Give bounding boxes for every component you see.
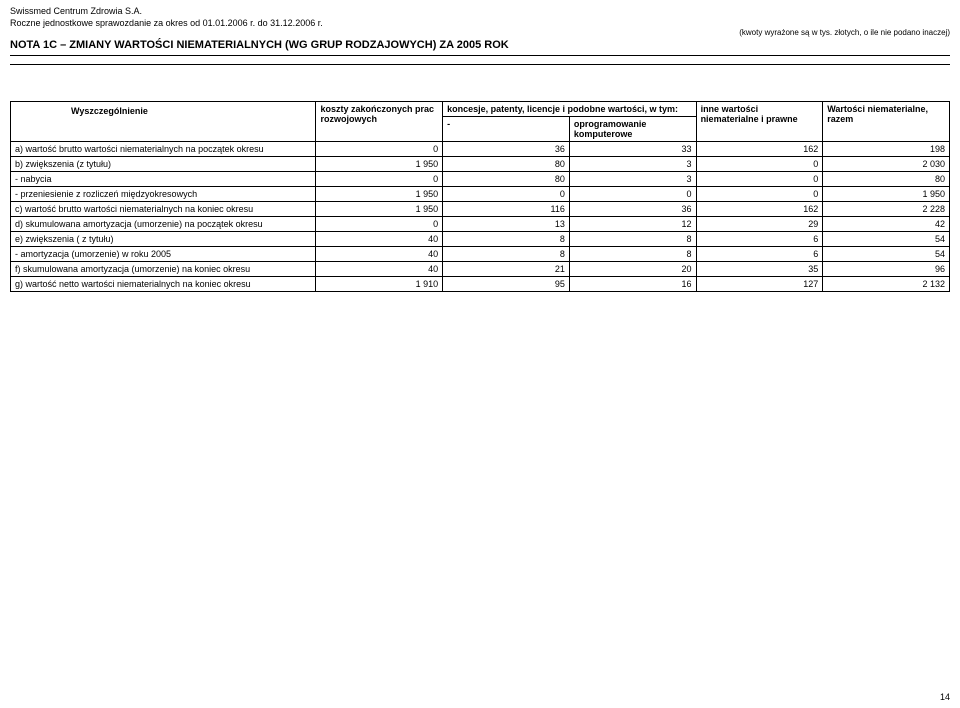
- row-label: b) zwiększenia (z tytułu): [11, 157, 316, 172]
- row-label: - amortyzacja (umorzenie) w roku 2005: [11, 247, 316, 262]
- row-value: 33: [569, 142, 696, 157]
- units-note: (kwoty wyrażone są w tys. złotych, o ile…: [739, 28, 950, 37]
- row-value: 3: [569, 172, 696, 187]
- row-value: 8: [569, 247, 696, 262]
- row-value: 6: [696, 232, 823, 247]
- row-value: 36: [443, 142, 570, 157]
- header-block: Swissmed Centrum Zdrowia S.A. Roczne jed…: [0, 0, 960, 31]
- row-value: 0: [696, 187, 823, 202]
- row-value: 29: [696, 217, 823, 232]
- title-underline: [10, 55, 950, 65]
- th-oprog: oprogramowanie komputerowe: [569, 117, 696, 142]
- table-row: c) wartość brutto wartości niematerialny…: [11, 202, 950, 217]
- row-label: - przeniesienie z rozliczeń międzyokreso…: [11, 187, 316, 202]
- row-value: 6: [696, 247, 823, 262]
- row-value: 8: [443, 247, 570, 262]
- row-value: 95: [443, 277, 570, 292]
- row-value: 0: [316, 172, 443, 187]
- row-value: 2 030: [823, 157, 950, 172]
- row-label: d) skumulowana amortyzacja (umorzenie) n…: [11, 217, 316, 232]
- page-number: 14: [940, 692, 950, 702]
- row-label: c) wartość brutto wartości niematerialny…: [11, 202, 316, 217]
- th-razem: Wartości niematerialne, razem: [823, 102, 950, 142]
- row-value: 13: [443, 217, 570, 232]
- row-value: 0: [316, 217, 443, 232]
- table-row: d) skumulowana amortyzacja (umorzenie) n…: [11, 217, 950, 232]
- row-value: 96: [823, 262, 950, 277]
- company-name: Swissmed Centrum Zdrowia S.A.: [10, 6, 950, 18]
- th-dash: -: [443, 117, 570, 142]
- row-value: 40: [316, 247, 443, 262]
- row-value: 162: [696, 142, 823, 157]
- row-value: 0: [696, 157, 823, 172]
- table-row: f) skumulowana amortyzacja (umorzenie) n…: [11, 262, 950, 277]
- row-label: a) wartość brutto wartości niematerialny…: [11, 142, 316, 157]
- row-value: 20: [569, 262, 696, 277]
- spacer: [0, 65, 960, 101]
- table-body: a) wartość brutto wartości niematerialny…: [11, 142, 950, 292]
- th-inne: inne wartości niematerialne i prawne: [696, 102, 823, 142]
- row-label: g) wartość netto wartości niematerialnyc…: [11, 277, 316, 292]
- table-row: a) wartość brutto wartości niematerialny…: [11, 142, 950, 157]
- table-row: b) zwiększenia (z tytułu)1 95080302 030: [11, 157, 950, 172]
- row-value: 54: [823, 247, 950, 262]
- row-value: 21: [443, 262, 570, 277]
- table-row: g) wartość netto wartości niematerialnyc…: [11, 277, 950, 292]
- row-value: 80: [443, 157, 570, 172]
- intangibles-table: Wyszczególnienie koszty zakończonych pra…: [10, 101, 950, 292]
- row-value: 0: [316, 142, 443, 157]
- th-wyszczegolnienie: Wyszczególnienie: [11, 102, 316, 142]
- th-koszty: koszty zakończonych prac rozwojowych: [316, 102, 443, 142]
- row-value: 16: [569, 277, 696, 292]
- row-label: - nabycia: [11, 172, 316, 187]
- table-row: e) zwiększenia ( z tytułu)4088654: [11, 232, 950, 247]
- row-value: 8: [443, 232, 570, 247]
- row-value: 54: [823, 232, 950, 247]
- th-koncesje-span: koncesje, patenty, licencje i podobne wa…: [443, 102, 696, 117]
- table-row: - nabycia0803080: [11, 172, 950, 187]
- row-value: 35: [696, 262, 823, 277]
- row-value: 8: [569, 232, 696, 247]
- row-value: 12: [569, 217, 696, 232]
- row-value: 80: [823, 172, 950, 187]
- row-value: 2 228: [823, 202, 950, 217]
- row-value: 40: [316, 262, 443, 277]
- row-value: 162: [696, 202, 823, 217]
- row-value: 0: [569, 187, 696, 202]
- table-row: - amortyzacja (umorzenie) w roku 2005408…: [11, 247, 950, 262]
- row-value: 116: [443, 202, 570, 217]
- row-value: 2 132: [823, 277, 950, 292]
- row-value: 0: [696, 172, 823, 187]
- row-value: 1 910: [316, 277, 443, 292]
- row-value: 42: [823, 217, 950, 232]
- row-label: e) zwiększenia ( z tytułu): [11, 232, 316, 247]
- table-row: - przeniesienie z rozliczeń międzyokreso…: [11, 187, 950, 202]
- row-value: 80: [443, 172, 570, 187]
- row-value: 40: [316, 232, 443, 247]
- row-value: 1 950: [316, 202, 443, 217]
- row-value: 1 950: [823, 187, 950, 202]
- row-value: 36: [569, 202, 696, 217]
- row-value: 198: [823, 142, 950, 157]
- row-value: 1 950: [316, 187, 443, 202]
- row-value: 0: [443, 187, 570, 202]
- row-value: 3: [569, 157, 696, 172]
- row-value: 127: [696, 277, 823, 292]
- row-label: f) skumulowana amortyzacja (umorzenie) n…: [11, 262, 316, 277]
- row-value: 1 950: [316, 157, 443, 172]
- table-header-row-1: Wyszczególnienie koszty zakończonych pra…: [11, 102, 950, 117]
